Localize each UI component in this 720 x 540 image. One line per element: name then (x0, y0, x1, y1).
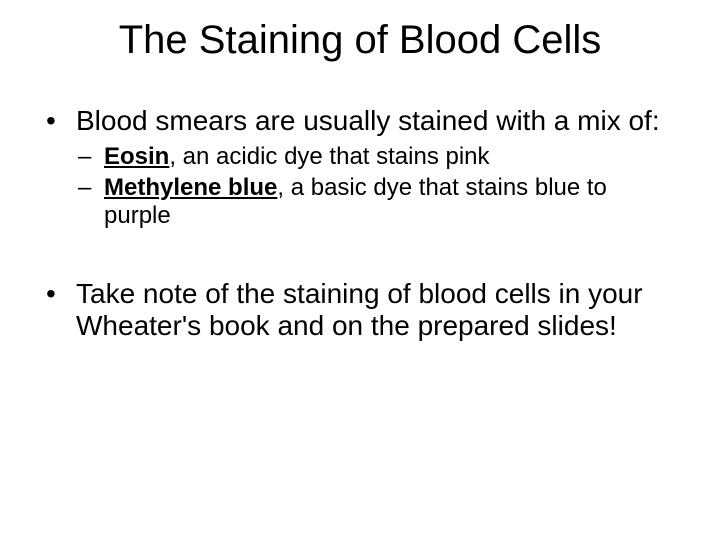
sub-bullet-strong: Eosin (104, 143, 169, 170)
list-item: Eosin, an acidic dye that stains pink (76, 143, 680, 171)
slide-title: The Staining of Blood Cells (40, 18, 680, 63)
sub-bullet-strong: Methylene blue (104, 174, 277, 201)
bullet-list-level1: Take note of the staining of blood cells… (40, 278, 680, 342)
sub-bullet-rest: , an acidic dye that stains pink (169, 143, 489, 170)
spacer (40, 238, 680, 278)
bullet-text: Blood smears are usually stained with a … (76, 105, 660, 136)
list-item: Methylene blue, a basic dye that stains … (76, 174, 680, 231)
bullet-text: Take note of the staining of blood cells… (76, 278, 643, 341)
bullet-list-level1: Blood smears are usually stained with a … (40, 105, 680, 230)
slide: The Staining of Blood Cells Blood smears… (0, 0, 720, 540)
list-item: Take note of the staining of blood cells… (40, 278, 680, 342)
list-item: Blood smears are usually stained with a … (40, 105, 680, 230)
bullet-list-level2: Eosin, an acidic dye that stains pink Me… (76, 143, 680, 230)
